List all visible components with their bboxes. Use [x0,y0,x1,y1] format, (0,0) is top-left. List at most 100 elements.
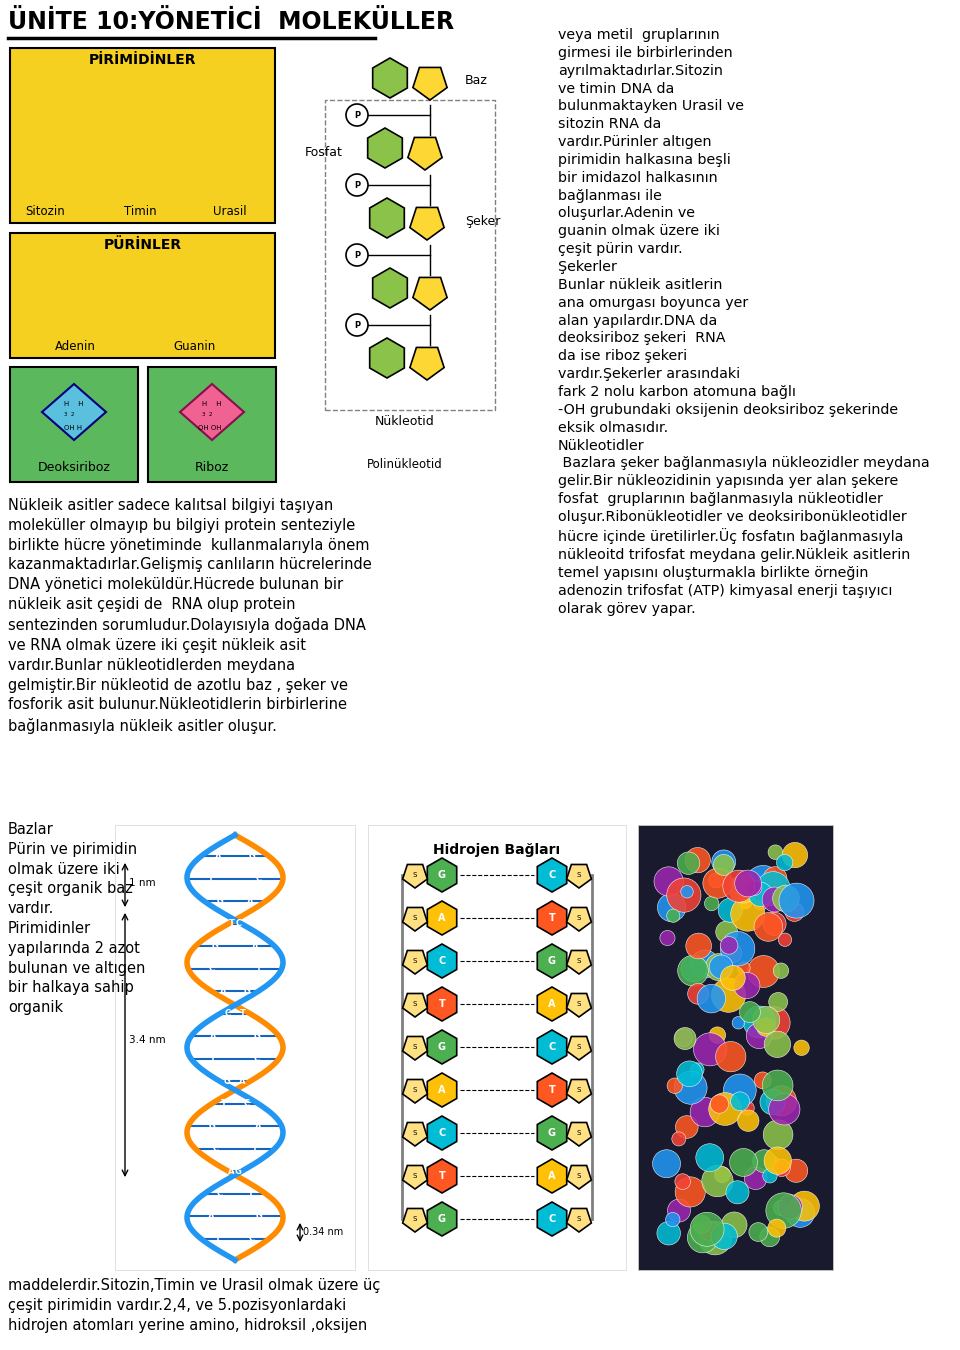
Polygon shape [566,907,591,931]
Text: A: A [439,1085,445,1095]
Text: S: S [577,1130,581,1135]
Polygon shape [413,278,447,310]
Circle shape [714,1166,731,1183]
Text: S: S [413,915,418,921]
Text: Urasil: Urasil [213,205,247,217]
Circle shape [657,1222,681,1245]
Circle shape [687,983,708,1004]
Circle shape [713,855,734,875]
Circle shape [740,1102,755,1115]
Circle shape [677,1061,703,1087]
Text: G: G [548,956,556,967]
Circle shape [720,931,755,965]
Polygon shape [566,994,591,1017]
Circle shape [681,956,707,981]
Circle shape [720,965,745,991]
Text: A: A [215,852,221,861]
Circle shape [654,867,684,896]
Circle shape [346,174,368,196]
Circle shape [699,1222,732,1256]
Polygon shape [413,68,447,100]
Circle shape [665,1212,680,1227]
Polygon shape [408,138,443,170]
Text: veya metil  gruplarının
girmesi ile birbirlerinden
ayrılmaktadırlar.Sitozin
ve t: veya metil gruplarının girmesi ile birbi… [558,28,929,616]
Circle shape [346,244,368,266]
Circle shape [675,1029,692,1046]
Circle shape [755,1072,771,1088]
Circle shape [737,894,753,909]
Polygon shape [402,864,427,888]
Circle shape [734,871,761,896]
Text: Hidrojen Bağları: Hidrojen Bağları [433,842,561,857]
Polygon shape [566,950,591,973]
Polygon shape [538,944,566,977]
Circle shape [763,1120,793,1150]
Circle shape [737,1110,759,1131]
Circle shape [675,1173,690,1189]
Text: C: C [208,964,215,973]
Circle shape [697,984,726,1012]
Circle shape [789,1191,820,1222]
Text: C: C [225,1010,230,1018]
Text: S: S [577,1044,581,1050]
Circle shape [756,1018,775,1037]
Polygon shape [402,1122,427,1146]
Circle shape [744,1166,767,1189]
Text: T: T [252,1145,257,1153]
Polygon shape [180,383,244,440]
Polygon shape [427,944,457,977]
Circle shape [764,1148,791,1174]
Text: C: C [235,919,241,929]
Text: OH H: OH H [64,425,83,431]
Circle shape [762,887,787,913]
Circle shape [693,1215,711,1234]
Circle shape [720,937,738,954]
Text: G: G [438,1042,446,1052]
Circle shape [346,104,368,126]
Text: T: T [439,1170,445,1181]
Polygon shape [42,383,106,440]
Circle shape [666,878,701,913]
Text: G: G [438,1214,446,1224]
Text: T: T [255,964,261,973]
Text: C: C [439,956,445,967]
Text: PİRİMİDİNLER: PİRİMİDİNLER [88,53,196,68]
Polygon shape [402,994,427,1017]
Text: G: G [243,987,251,996]
Text: OH OH: OH OH [198,425,222,431]
Text: P: P [354,181,360,189]
Text: A: A [548,999,556,1008]
Text: G: G [212,942,219,950]
Text: G: G [438,869,446,880]
Circle shape [681,886,693,898]
Circle shape [753,1007,780,1034]
Polygon shape [538,1030,566,1064]
Circle shape [723,871,755,902]
Text: C: C [253,1054,260,1064]
Circle shape [690,1212,724,1246]
Text: S: S [413,1000,418,1007]
Circle shape [711,1223,737,1250]
Circle shape [773,1158,790,1176]
Polygon shape [538,1202,566,1237]
Polygon shape [538,1116,566,1150]
Polygon shape [368,128,402,167]
Circle shape [762,1169,778,1183]
Circle shape [746,1023,772,1049]
Circle shape [779,933,792,946]
Polygon shape [566,864,591,888]
Text: T: T [215,1234,221,1243]
Circle shape [726,1181,749,1204]
FancyBboxPatch shape [148,367,276,482]
Circle shape [708,873,724,888]
Text: T: T [240,1010,246,1018]
Text: S: S [413,1173,418,1179]
Circle shape [739,1002,760,1022]
Circle shape [748,956,780,987]
Circle shape [674,1027,696,1049]
Text: Timin: Timin [124,205,156,217]
Polygon shape [427,900,457,936]
Circle shape [708,1092,741,1126]
Text: maddelerdir.Sitozin,Timin ve Urasil olmak üzere üç
çeşit pirimidin vardır.2,4, v: maddelerdir.Sitozin,Timin ve Urasil olma… [8,1278,380,1332]
Text: Sitozin: Sitozin [25,205,65,217]
